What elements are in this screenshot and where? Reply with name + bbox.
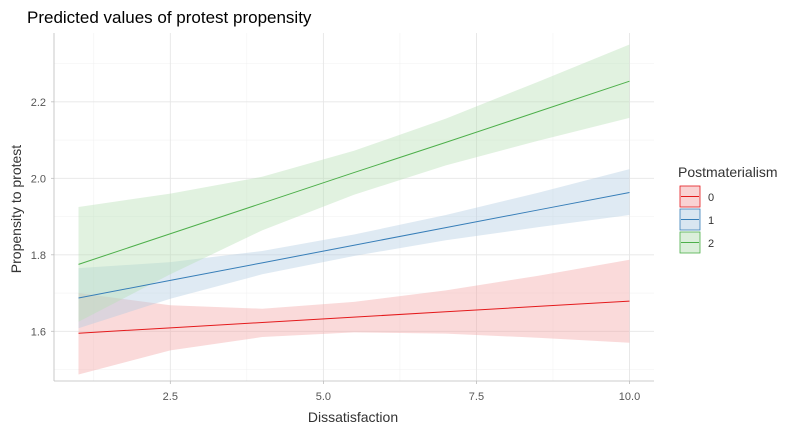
- series-line-2: [78, 80, 630, 265]
- y-axis-title: Propensity to protest: [8, 145, 24, 274]
- x-tick-label: 7.5: [469, 391, 484, 403]
- legend-label: 2: [708, 238, 714, 250]
- legend-title: Postmaterialism: [678, 164, 778, 180]
- chart-title: Predicted values of protest propensity: [27, 8, 312, 27]
- x-tick-label: 2.5: [163, 391, 178, 403]
- y-tick-label: 2.0: [31, 173, 46, 185]
- confidence-bands: [78, 44, 630, 375]
- legend: Postmaterialism 0 1 2: [678, 164, 778, 254]
- confidence-band-2: [78, 44, 630, 322]
- legend-item-2: 2: [679, 231, 714, 254]
- y-tick-label: 1.8: [31, 250, 46, 262]
- x-tick-label: 5.0: [316, 391, 331, 403]
- series-lines: [78, 80, 630, 334]
- series-line-0: [78, 300, 630, 334]
- legend-item-0: 0: [679, 185, 714, 208]
- x-axis-title: Dissatisfaction: [308, 409, 398, 425]
- legend-label: 0: [708, 192, 714, 204]
- x-tick-label: 10.0: [619, 391, 640, 403]
- grid: [54, 33, 654, 381]
- series-line-1: [78, 191, 630, 299]
- y-tick-label: 1.6: [31, 326, 46, 338]
- legend-item-1: 1: [679, 208, 714, 231]
- confidence-band-1: [78, 169, 630, 329]
- y-tick-label: 2.2: [31, 97, 46, 109]
- legend-label: 1: [708, 215, 714, 227]
- axes: 2.5 5.0 7.5 10.0 1.6 1.8 2.0 2.2: [31, 33, 654, 403]
